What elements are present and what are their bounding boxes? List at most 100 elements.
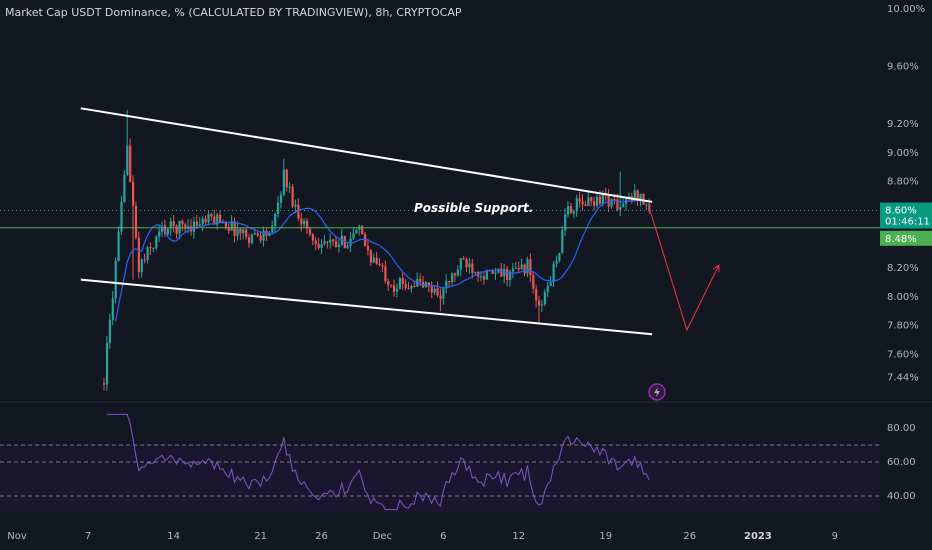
candle-body (340, 235, 343, 245)
rsi-band (0, 445, 880, 513)
candle-body (372, 257, 375, 263)
candle-body (230, 221, 233, 231)
candle-body (543, 292, 546, 305)
candle-body (462, 258, 465, 260)
candle-body (126, 145, 129, 175)
candle-body (137, 237, 140, 273)
price-axis-tick: 7.60% (887, 349, 919, 360)
candle-body (569, 206, 573, 214)
candle-body (224, 221, 227, 228)
candle-body (642, 193, 645, 205)
candle-body (648, 204, 651, 211)
candle-body (332, 239, 335, 242)
candle-body (639, 193, 642, 200)
price-axis-tick: 7.80% (887, 321, 919, 332)
candle-body (375, 257, 378, 264)
candle-body (311, 234, 314, 241)
candle-body (308, 228, 312, 235)
candle-body (303, 220, 306, 225)
date-axis-tick: 19 (599, 531, 612, 542)
candle-body (253, 233, 256, 235)
projection-arrowhead (712, 264, 720, 273)
candle-body (140, 259, 143, 273)
candle-body (117, 231, 120, 261)
candle-body (596, 196, 599, 206)
candle-body (619, 207, 622, 210)
candle-body (593, 201, 596, 206)
candle-body (561, 230, 564, 254)
candle-body (134, 205, 138, 238)
candle-body (277, 202, 280, 215)
candle-body (558, 253, 561, 261)
candles (103, 109, 651, 391)
price-axis-tick: 7.44% (887, 372, 919, 383)
channel-upper-line (80, 107, 653, 203)
candle-body (326, 241, 329, 243)
candle-body (279, 194, 283, 203)
candle-body (645, 204, 648, 206)
candle-body (598, 196, 602, 204)
candle-body (381, 265, 384, 267)
candle-body (485, 269, 488, 280)
candle-body (166, 228, 169, 234)
candle-body (207, 214, 210, 223)
candle-body (346, 245, 349, 249)
candle-body (169, 221, 172, 229)
candle-body (239, 228, 242, 234)
candle-body (616, 199, 619, 210)
candle-body (622, 203, 625, 208)
candle-body (146, 247, 149, 260)
candle-body (378, 263, 381, 266)
candle-body (262, 230, 265, 241)
candle-body (633, 190, 636, 202)
candle-body (610, 198, 613, 207)
candle-body (256, 233, 259, 236)
candle-body (300, 218, 303, 225)
candle-body (366, 246, 370, 251)
candle-body (175, 226, 178, 234)
support-badge-text: 8.48% (885, 234, 917, 245)
candle-body (132, 181, 135, 206)
candle-body (529, 259, 532, 276)
candle-body (581, 201, 584, 205)
candle-body (192, 221, 196, 232)
candle-body (448, 281, 451, 283)
candle-body (410, 285, 413, 289)
date-axis-tick: 6 (440, 531, 446, 542)
candle-body (288, 186, 291, 188)
candle-body (105, 342, 109, 385)
overlays: Possible Support. (0, 107, 880, 401)
price-axis-tick: 9.60% (887, 62, 919, 73)
candle-body (523, 264, 526, 274)
date-axis-tick: Nov (7, 531, 27, 542)
candle-body (149, 247, 152, 249)
last-price-badge-text: 8.60% (885, 206, 917, 217)
candle-body (538, 300, 541, 306)
candle-body (494, 272, 497, 274)
candle-body (459, 258, 462, 270)
rsi-line (106, 413, 650, 511)
candle-body (578, 198, 581, 202)
candle-body (607, 195, 610, 207)
candle-body (161, 225, 164, 232)
candle-body (259, 235, 262, 241)
candle-body (233, 221, 236, 236)
candle-body (181, 220, 184, 225)
candle-body (219, 214, 222, 223)
candle-body (242, 229, 245, 234)
candle-body (587, 197, 590, 206)
candle-body (636, 190, 639, 200)
candle-body (549, 282, 552, 286)
candle-body (103, 383, 106, 385)
candle-body (236, 228, 239, 236)
candle-body (250, 234, 254, 244)
rsi-axis-tick: 40.00 (887, 491, 916, 502)
candle-body (294, 204, 297, 207)
candle-body (584, 204, 587, 206)
rsi-panel (0, 413, 880, 513)
candle-body (552, 263, 555, 283)
candle-body (172, 221, 175, 227)
price-badges: 8.60%01:46:11 8.48% (880, 202, 932, 246)
rsi-axis-tick: 80.00 (887, 423, 916, 434)
